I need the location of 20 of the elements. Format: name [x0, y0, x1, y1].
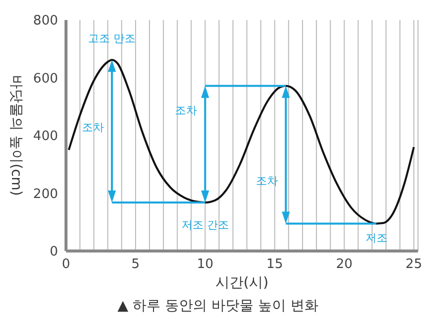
annotation: 고조 만조	[88, 32, 136, 45]
y-tick-label: 400	[33, 129, 58, 144]
x-axis-title: 시간(시)	[216, 275, 268, 291]
y-axis-title: 바닷물의 높이(cm)	[8, 75, 24, 196]
y-tick-label: 600	[33, 71, 58, 86]
annotation: 조차	[82, 121, 104, 134]
x-tick-label: 25	[406, 257, 422, 272]
y-tick-label: 800	[33, 14, 58, 29]
y-tick-label: 200	[33, 186, 58, 202]
annotation: 조차	[256, 174, 278, 188]
annotation: 저조 간조	[181, 218, 229, 232]
annotation: 조차	[175, 104, 198, 118]
y-tick-label: 0	[50, 244, 58, 260]
x-tick-label: 20	[336, 257, 353, 272]
x-tick-label: 0	[62, 257, 70, 272]
x-tick-label: 15	[266, 257, 283, 272]
x-tick-label: 10	[196, 257, 214, 272]
text: ▲ 하루 동안의 바닷물 높이 변화	[116, 297, 320, 315]
x-tick-label: 5	[131, 257, 140, 272]
annotation: 저조	[365, 232, 388, 245]
